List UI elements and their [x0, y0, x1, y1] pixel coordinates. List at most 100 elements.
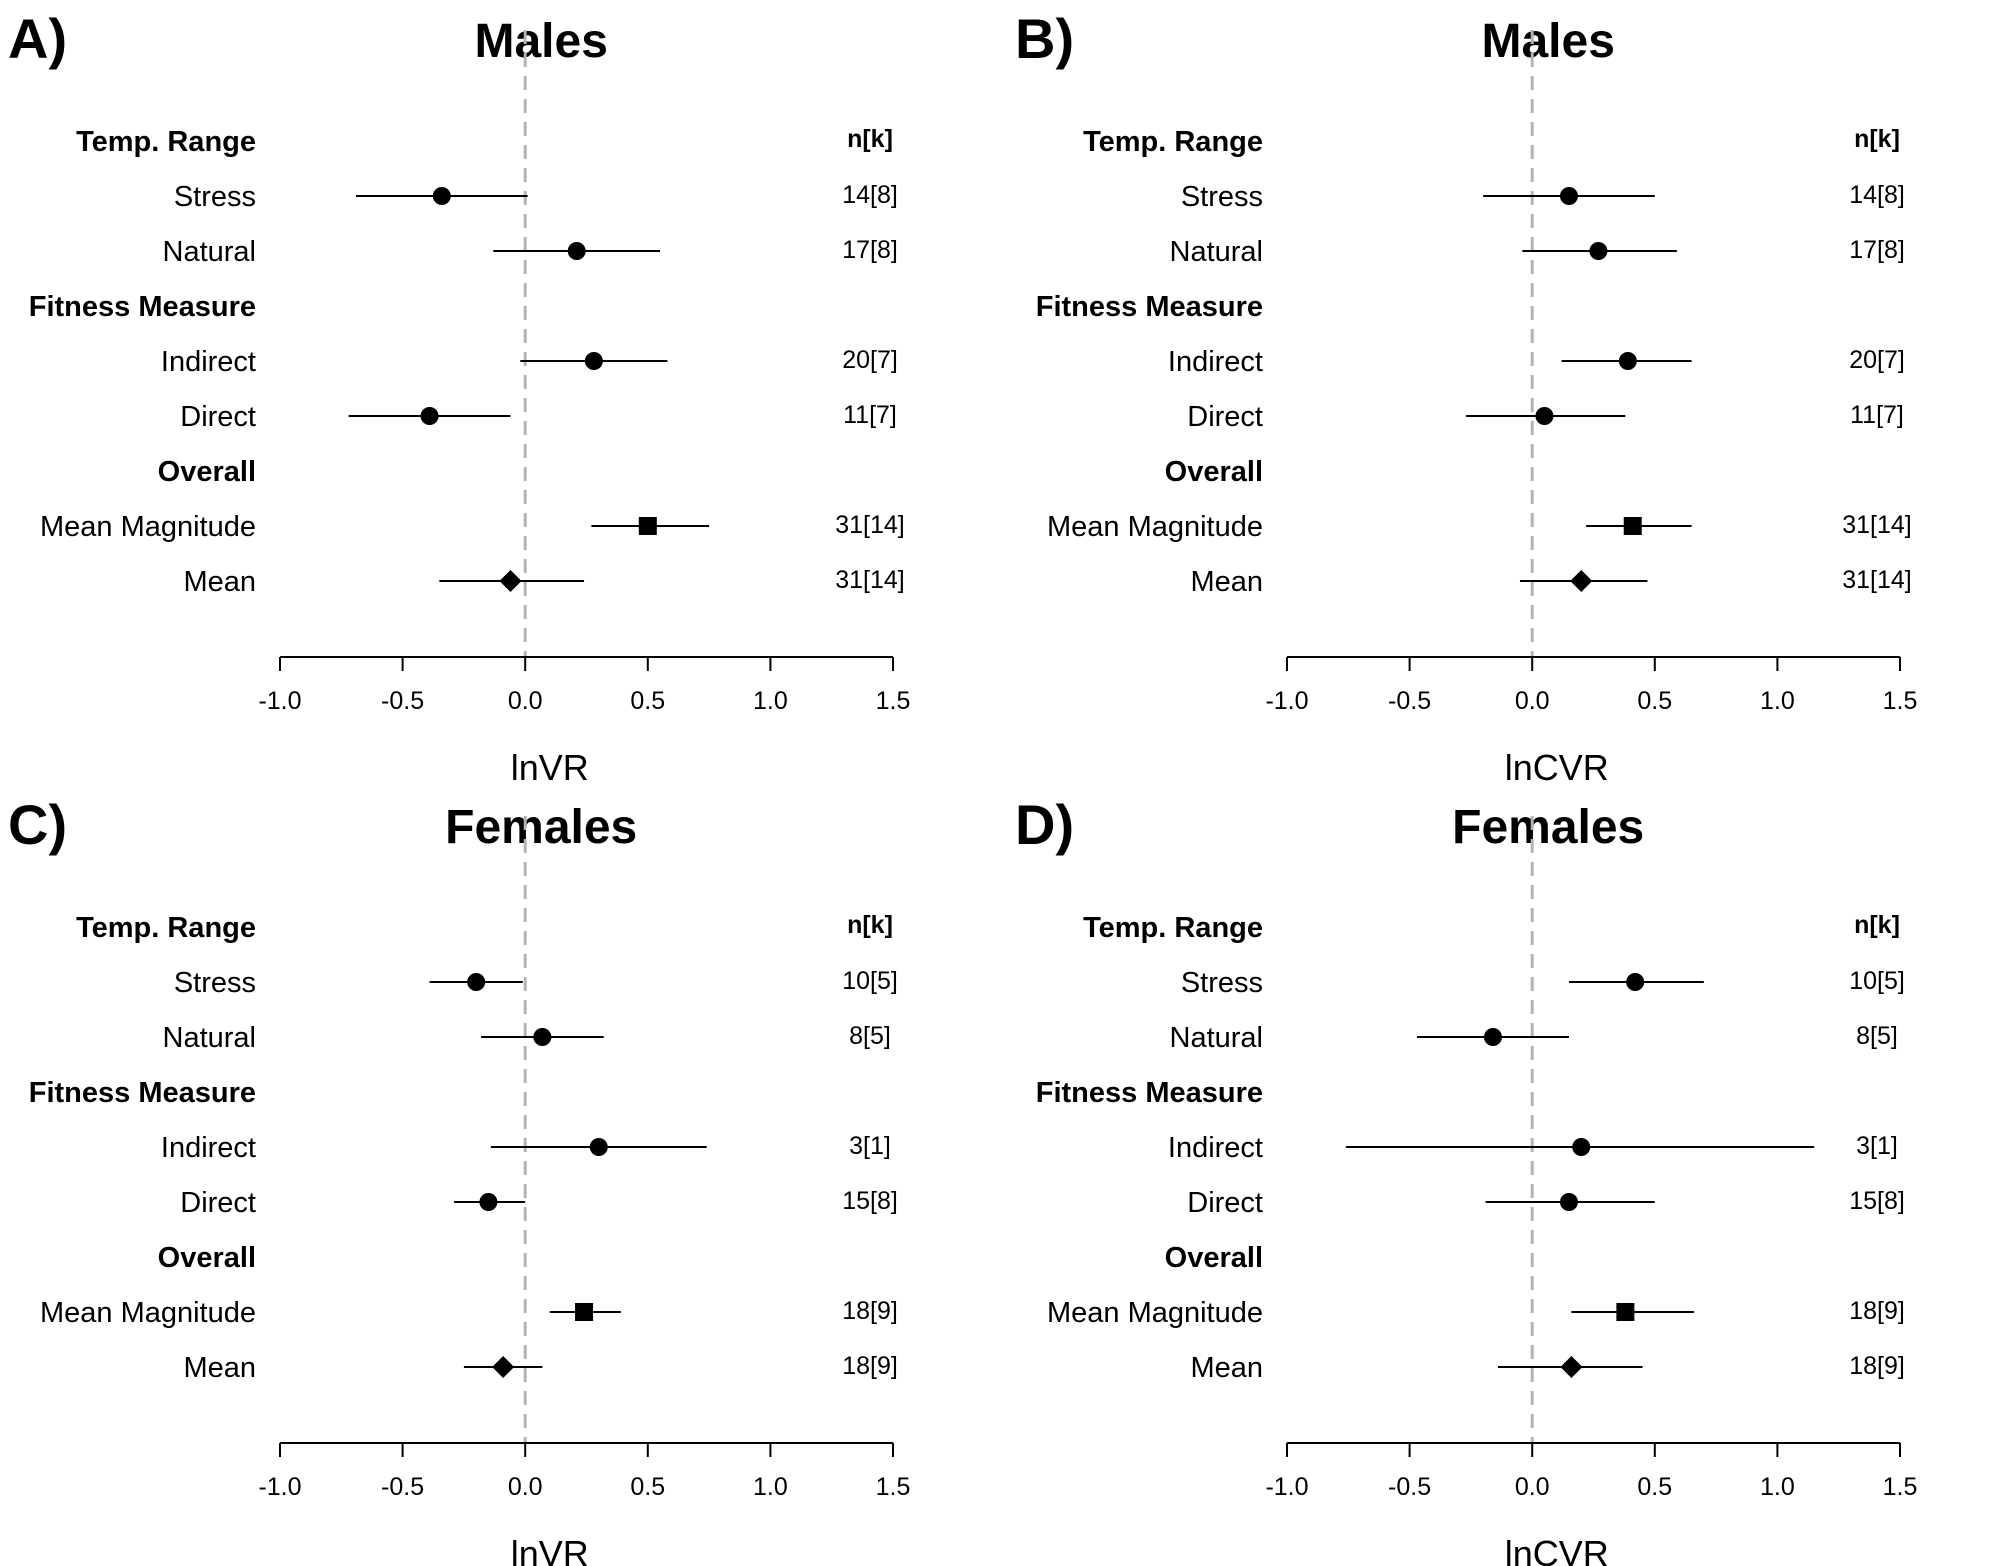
x-axis-title: lnCVR [1505, 1533, 1609, 1566]
x-tick-label: 1.0 [1760, 1473, 1795, 1501]
row-label: Mean [183, 566, 256, 598]
row-label: Mean Magnitude [40, 511, 256, 543]
nk-value: 31[14] [835, 511, 905, 539]
x-tick-label: -1.0 [1265, 1473, 1308, 1501]
estimate-point [1559, 1193, 1578, 1211]
x-axis-title: lnVR [511, 747, 589, 788]
panel-title: Males [474, 15, 607, 68]
nk-value: 20[7] [1849, 346, 1905, 374]
estimate-point [589, 1138, 608, 1156]
estimate-square [575, 1303, 594, 1321]
group-label: Temp. Range [76, 912, 256, 944]
x-tick-label: -0.5 [1388, 687, 1431, 715]
estimate-square [1623, 517, 1642, 535]
x-tick-label: 0.5 [1637, 687, 1672, 715]
nk-value: 18[9] [842, 1297, 898, 1325]
estimate-point [1559, 187, 1578, 205]
group-label: Overall [1165, 456, 1263, 488]
panel-letter: B) [1015, 7, 1074, 70]
estimate-point [432, 187, 451, 205]
row-label: Indirect [1168, 1132, 1263, 1164]
estimate-point [567, 242, 586, 260]
x-tick-label: 0.0 [508, 1473, 543, 1501]
row-label: Stress [1181, 181, 1263, 213]
group-label: Overall [158, 456, 256, 488]
panel-letter: C) [8, 793, 67, 856]
estimate-point [1618, 352, 1637, 370]
estimate-point [467, 973, 486, 991]
nk-value: 18[9] [842, 1352, 898, 1380]
x-tick-label: 0.0 [508, 687, 543, 715]
estimate-point [1572, 1138, 1591, 1156]
group-label: Overall [1165, 1242, 1263, 1274]
group-label: Temp. Range [1083, 126, 1263, 158]
nk-value: 18[9] [1849, 1352, 1905, 1380]
estimate-square [638, 517, 657, 535]
estimate-point [1589, 242, 1608, 260]
x-tick-label: -0.5 [1388, 1473, 1431, 1501]
row-label: Direct [1187, 401, 1263, 433]
panel-1: A) Males n[k] Temp. Range Stress 14[8] Natural… [8, 7, 910, 788]
x-tick-label: -0.5 [381, 1473, 424, 1501]
nk-value: 15[8] [842, 1187, 898, 1215]
row-label: Direct [1187, 1187, 1263, 1219]
x-tick-label: 1.0 [753, 1473, 788, 1501]
x-tick-label: 0.0 [1515, 687, 1550, 715]
group-label: Temp. Range [76, 126, 256, 158]
estimate-diamond [1570, 570, 1593, 592]
group-label: Overall [158, 1242, 256, 1274]
nk-value: 14[8] [842, 181, 898, 209]
x-axis-title: lnCVR [1505, 747, 1609, 788]
row-label: Indirect [1168, 346, 1263, 378]
row-label: Mean Magnitude [1047, 511, 1263, 543]
row-label: Mean Magnitude [1047, 1297, 1263, 1329]
estimate-diamond [1560, 1356, 1583, 1378]
x-tick-label: 1.0 [753, 687, 788, 715]
estimate-point [533, 1028, 552, 1046]
x-axis-title: lnVR [511, 1533, 589, 1566]
row-label: Stress [174, 181, 256, 213]
panel-4: D) Females n[k] Temp. Range Stress 10[5] Natur… [1015, 793, 1917, 1566]
x-tick-label: -1.0 [258, 1473, 301, 1501]
estimate-point [584, 352, 603, 370]
nk-value: 18[9] [1849, 1297, 1905, 1325]
panel-letter: A) [8, 7, 67, 70]
nk-value: 3[1] [1856, 1132, 1898, 1160]
estimate-point [420, 407, 439, 425]
nk-value: 31[14] [1842, 511, 1912, 539]
nk-value: 15[8] [1849, 1187, 1905, 1215]
row-label: Indirect [161, 346, 256, 378]
nk-value: 17[8] [1849, 236, 1905, 264]
nk-value: 17[8] [842, 236, 898, 264]
nk-value: 8[5] [1856, 1022, 1898, 1050]
nk-value: 11[7] [1850, 401, 1904, 429]
x-tick-label: 0.5 [630, 1473, 665, 1501]
nk-value: 3[1] [849, 1132, 891, 1160]
panel-title: Females [1452, 801, 1644, 854]
row-label: Stress [174, 967, 256, 999]
nk-header: n[k] [1854, 125, 1900, 153]
x-tick-label: -1.0 [258, 687, 301, 715]
x-tick-label: 1.5 [876, 687, 911, 715]
x-tick-label: 1.5 [876, 1473, 911, 1501]
nk-value: 10[5] [1849, 967, 1905, 995]
nk-header: n[k] [1854, 911, 1900, 939]
panel-3: C) Females n[k] Temp. Range Stress 10[5] Natur… [8, 793, 910, 1566]
estimate-point [1483, 1028, 1502, 1046]
row-label: Direct [180, 401, 256, 433]
row-label: Indirect [161, 1132, 256, 1164]
x-tick-label: 0.0 [1515, 1473, 1550, 1501]
row-label: Natural [163, 236, 257, 268]
estimate-square [1616, 1303, 1635, 1321]
x-tick-label: 1.5 [1883, 687, 1918, 715]
row-label: Mean [1190, 566, 1263, 598]
nk-value: 10[5] [842, 967, 898, 995]
row-label: Mean Magnitude [40, 1297, 256, 1329]
group-label: Fitness Measure [1036, 291, 1263, 323]
x-tick-label: 0.5 [1637, 1473, 1672, 1501]
x-tick-label: 1.0 [1760, 687, 1795, 715]
x-tick-label: 0.5 [630, 687, 665, 715]
estimate-point [1626, 973, 1645, 991]
